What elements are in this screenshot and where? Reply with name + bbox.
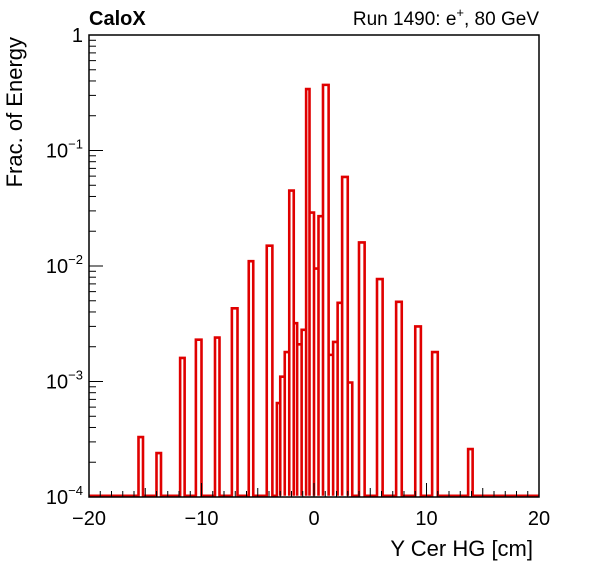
y-axis-title: Frac. of Energy (2, 37, 27, 187)
x-tick-label: −10 (185, 508, 219, 530)
x-tick-label: 10 (415, 508, 437, 530)
y-axis: 1 10−1 10−2 10−3 10−4 (46, 25, 103, 509)
y-tick-label: 10−4 (46, 483, 83, 509)
x-axis: −20 −10 0 10 20 (72, 483, 550, 530)
x-tick-label: 20 (528, 508, 550, 530)
y-tick-label: 10−2 (46, 252, 83, 278)
chart-title-left: CaloX (89, 8, 146, 30)
chart-title-right-sup: + (456, 5, 464, 20)
x-axis-title: Y Cer HG [cm] (390, 536, 533, 561)
chart-title-right-base: Run 1490: e (353, 9, 457, 30)
histogram-step-line (89, 83, 539, 498)
chart-title-right: Run 1490: e+, 80 GeV (353, 5, 539, 30)
y-tick-label: 1 (72, 25, 83, 47)
chart-title-right-tail: , 80 GeV (464, 9, 539, 30)
histogram-series (89, 83, 539, 498)
x-tick-label: −20 (72, 508, 106, 530)
x-tick-label: 0 (308, 508, 319, 530)
y-tick-label: 10−1 (46, 137, 83, 163)
y-tick-label: 10−3 (46, 368, 83, 394)
